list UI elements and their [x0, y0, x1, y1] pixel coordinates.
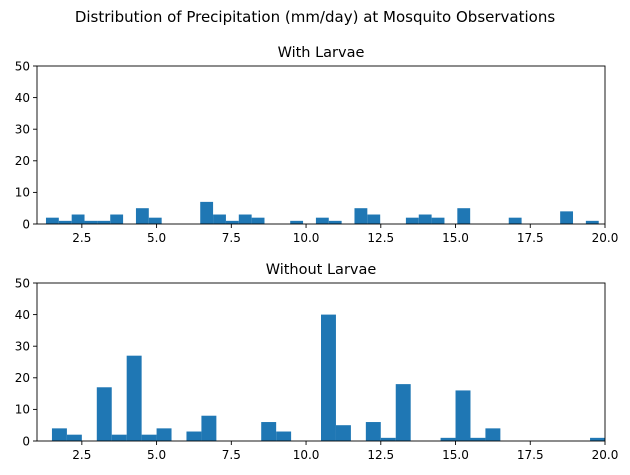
chart-0-xtick-label-20-0: 20.0: [592, 231, 619, 245]
chart-1-bar-0: [51, 428, 67, 441]
chart-1-xtick-label-7-5: 7.5: [222, 448, 241, 462]
chart-1-bar-15: [276, 431, 292, 441]
chart-0-bar-13: [213, 214, 226, 224]
chart-1-xtick-label-2-5: 2.5: [72, 448, 91, 462]
chart-0-bar-1: [58, 220, 72, 224]
chart-1-bar-14: [261, 422, 277, 441]
chart-1-bar-7: [156, 428, 172, 441]
chart-0-bar-32: [457, 208, 471, 224]
chart-0-xtick-label-5-0: 5.0: [147, 231, 166, 245]
chart-1-bar-21: [365, 422, 381, 441]
chart-1-bar-29: [485, 428, 501, 441]
chart-1-ytick-label-50: 50: [15, 276, 30, 290]
chart-0-bar-28: [405, 217, 419, 224]
chart-1-ytick-label-10: 10: [15, 403, 30, 417]
chart-0-bar-15: [238, 214, 252, 224]
chart-1-xtick-label-5-0: 5.0: [147, 448, 166, 462]
chart-0-xtick-label-12-5: 12.5: [367, 231, 394, 245]
chart-0-bar-12: [200, 201, 214, 224]
chart-1-ytick-label-20: 20: [15, 371, 30, 385]
chart-1-bar-6: [141, 434, 157, 441]
chart-0-xtick-label-7-5: 7.5: [222, 231, 241, 245]
chart-0-bar-3: [84, 220, 98, 224]
chart-0-bar-0: [45, 217, 59, 224]
chart-1-bar-3: [96, 387, 112, 441]
chart-0-bar-24: [354, 208, 368, 224]
chart-1-xtick-label-12-5: 12.5: [367, 448, 394, 462]
chart-0-xtick-label-10-0: 10.0: [293, 231, 320, 245]
chart-1-bar-5: [126, 355, 142, 441]
chart-1-bar-22: [380, 437, 396, 441]
chart-1-bar-23: [395, 384, 411, 441]
chart-0-bar-7: [135, 208, 149, 224]
chart-0-bar-25: [367, 214, 381, 224]
chart-0-axes-frame: [36, 65, 606, 225]
chart-0-bar-40: [560, 211, 574, 224]
chart-1-xtick-label-20-0: 20.0: [592, 448, 619, 462]
chart-0-bar-16: [251, 217, 265, 224]
subplot-with-larvae: With Larvae 2.5 5.0 7.5 10.0 12.5 15.0 17.5 20.0…: [15, 45, 619, 245]
chart-1-bar-9: [186, 431, 202, 441]
chart-0-title: With Larvae: [278, 45, 365, 61]
chart-1-bar-26: [440, 437, 456, 441]
chart-1-xtick-label-10-0: 10.0: [293, 448, 320, 462]
chart-0-ytick-label-0: 0: [22, 217, 30, 231]
chart-0-bar-5: [110, 214, 124, 224]
chart-0-bar-19: [290, 220, 304, 224]
chart-1-xtick-label-17-5: 17.5: [517, 448, 544, 462]
chart-0-bar-42: [585, 220, 599, 224]
chart-0-bar-30: [431, 217, 445, 224]
chart-0-bar-21: [315, 217, 329, 224]
chart-1-bar-19: [335, 425, 351, 441]
chart-0-bar-8: [148, 217, 162, 224]
chart-1-bar-27: [455, 390, 471, 441]
chart-1-ytick-label-30: 30: [15, 340, 30, 354]
subplot-without-larvae: Without Larvae 2.5 5.0 7.5 10.0 12.5 15.0 17.5 2…: [15, 262, 619, 462]
chart-0-ytick-label-50: 50: [15, 59, 30, 73]
chart-0-xtick-label-17-5: 17.5: [517, 231, 544, 245]
chart-1-bar-1: [66, 434, 82, 441]
chart-0-ytick-label-20: 20: [15, 154, 30, 168]
chart-1-ytick-label-40: 40: [15, 308, 30, 322]
chart-1-bar-36: [590, 437, 605, 441]
chart-0-ytick-label-30: 30: [15, 123, 30, 137]
chart-0-bar-22: [328, 220, 342, 224]
chart-1-xtick-label-15-0: 15.0: [442, 448, 469, 462]
chart-0-xtick-label-2-5: 2.5: [72, 231, 91, 245]
chart-0-bar-36: [508, 217, 522, 224]
chart-1-bar-28: [470, 437, 486, 441]
chart-1-title: Without Larvae: [266, 262, 377, 278]
chart-1-axes-frame: [36, 282, 606, 442]
chart-0-bar-2: [71, 214, 85, 224]
chart-1-ytick-label-0: 0: [22, 434, 30, 448]
figure-title: Distribution of Precipitation (mm/day) a…: [75, 8, 556, 26]
chart-0-bar-4: [97, 220, 111, 224]
chart-0-xtick-label-15-0: 15.0: [442, 231, 469, 245]
chart-0-ytick-label-10: 10: [15, 186, 30, 200]
chart-0-bar-14: [225, 220, 239, 224]
chart-1-bar-4: [111, 434, 127, 441]
chart-1-bar-18: [321, 314, 336, 441]
chart-0-ytick-label-40: 40: [15, 91, 30, 105]
chart-1-bar-10: [201, 415, 217, 441]
chart-0-bar-29: [418, 214, 432, 224]
